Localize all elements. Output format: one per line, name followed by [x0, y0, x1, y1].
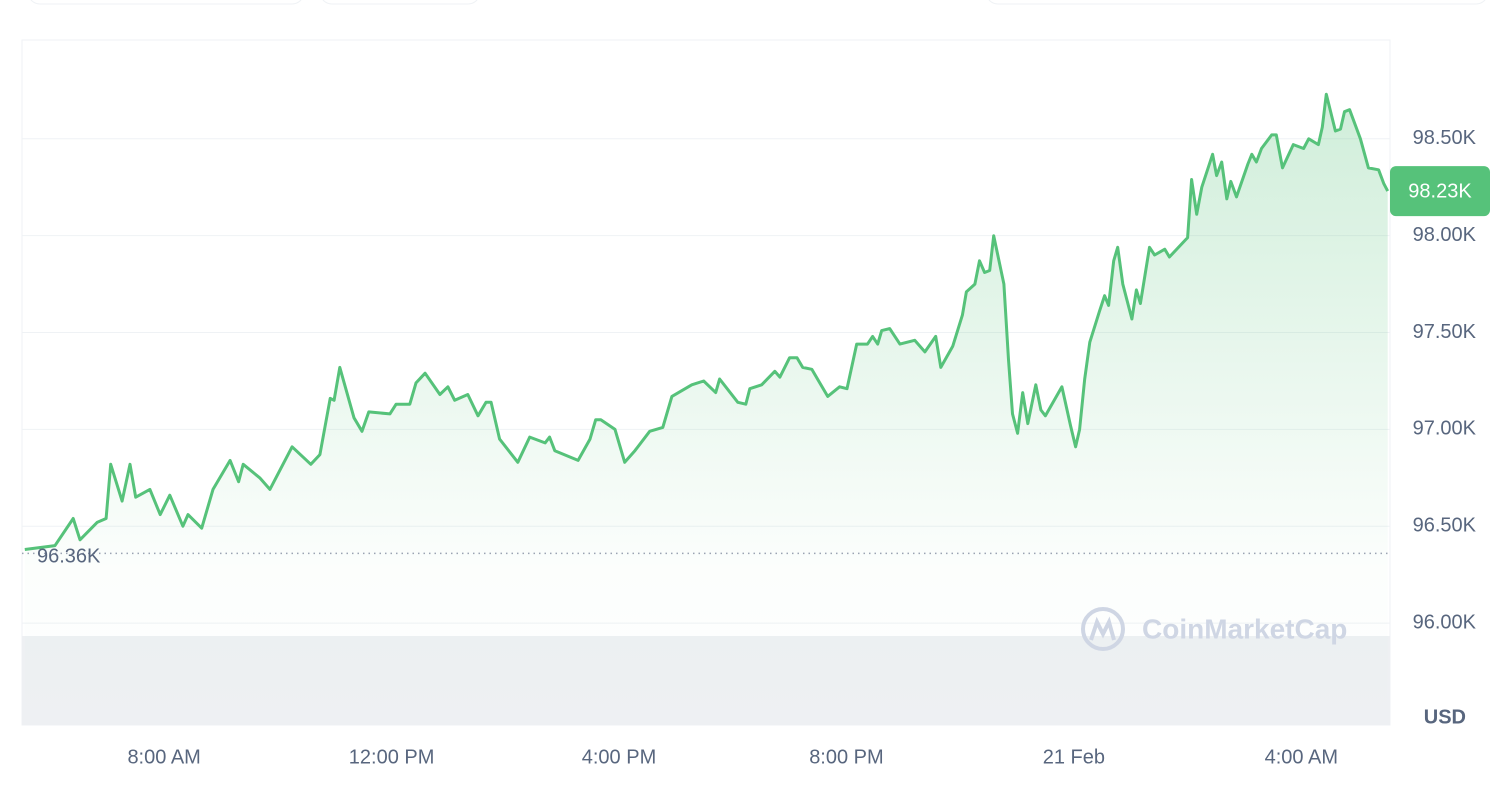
y-tick-label: 96.50K — [1413, 515, 1477, 537]
y-tick-label: 96.00K — [1413, 611, 1477, 633]
x-tick-label: 8:00 PM — [809, 746, 883, 768]
price-badge-label: 98.23K — [1408, 180, 1472, 202]
x-tick-label: 4:00 PM — [582, 746, 656, 768]
reference-label: 96.36K — [37, 546, 101, 568]
x-tick-label: 4:00 AM — [1265, 746, 1338, 768]
price-badge — [1390, 166, 1490, 217]
x-tick-label: 12:00 PM — [349, 746, 435, 768]
y-tick-label: 98.00K — [1413, 224, 1477, 246]
watermark-text: CoinMarketCap — [1142, 613, 1347, 644]
y-unit: USD — [1424, 706, 1466, 728]
y-tick-label: 97.00K — [1413, 418, 1477, 440]
top-toggle[interactable] — [986, 0, 1488, 5]
watermark: CoinMarketCap — [1081, 607, 1347, 651]
top-button[interactable] — [320, 0, 480, 5]
y-tick-label: 98.50K — [1413, 127, 1477, 149]
y-tick-label: 97.50K — [1413, 321, 1477, 343]
top-button[interactable] — [28, 0, 304, 5]
x-tick-label: 8:00 AM — [127, 746, 200, 768]
price-line — [24, 92, 1390, 551]
area — [24, 94, 1388, 725]
x-tick-label: 21 Feb — [1043, 746, 1105, 768]
